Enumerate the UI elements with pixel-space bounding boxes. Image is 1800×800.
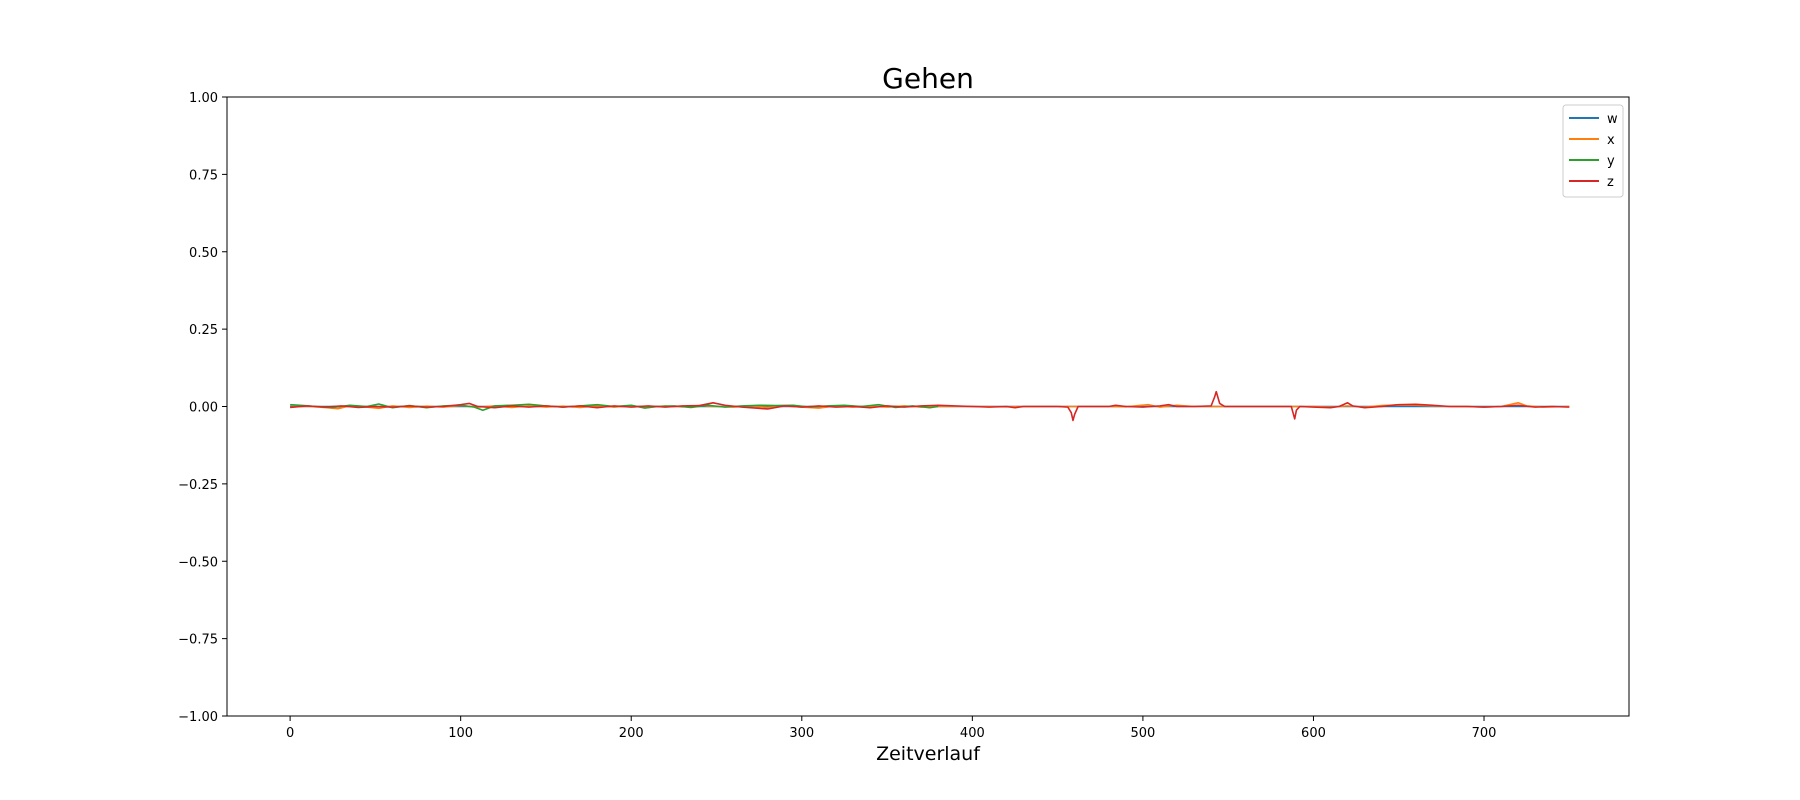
x-tick-label: 500 (1130, 726, 1155, 741)
y-tick-label: 0.25 (189, 323, 218, 338)
series-line-z (290, 390, 1570, 422)
y-tick-label: −0.75 (178, 633, 218, 648)
y-tick-label: −0.25 (178, 478, 218, 493)
x-tick-label: 600 (1301, 726, 1326, 741)
legend-label-y: y (1607, 154, 1615, 169)
series-layer (290, 390, 1570, 422)
x-axis-label: Zeitverlauf (876, 743, 981, 765)
x-tick-label: 100 (448, 726, 473, 741)
x-tick-label: 400 (960, 726, 985, 741)
y-tick-label: 0.00 (189, 401, 218, 416)
y-tick-label: −1.00 (178, 710, 218, 725)
y-tick-label: 0.50 (189, 246, 218, 261)
y-tick-label: 1.00 (189, 91, 218, 106)
chart-title: Gehen (882, 62, 974, 95)
y-tick-label: −0.50 (178, 555, 218, 570)
legend-label-x: x (1607, 133, 1615, 148)
legend-label-z: z (1607, 175, 1614, 190)
legend-box (1562, 104, 1624, 198)
x-tick-label: 700 (1472, 726, 1497, 741)
axis-ticks: 0 100 200 300 400 500 600 700 1.00 0.75 0.50 0.25 0.… (178, 91, 1496, 741)
x-tick-label: 200 (619, 726, 644, 741)
x-tick-label: 0 (286, 726, 294, 741)
legend-label-w: w (1607, 112, 1618, 127)
plot-area-frame (226, 96, 1630, 717)
x-tick-label: 300 (789, 726, 814, 741)
y-tick-label: 0.75 (189, 168, 218, 183)
